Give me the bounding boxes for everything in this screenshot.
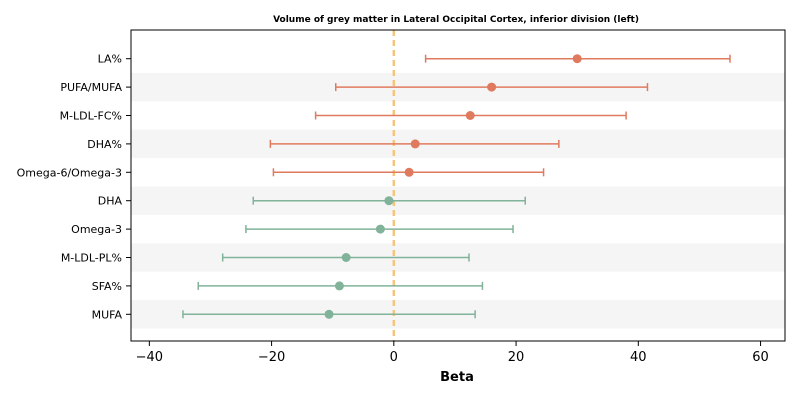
x-tick-label: −40 (136, 350, 163, 365)
x-tick-label: 20 (508, 350, 525, 365)
y-tick-label: DHA% (87, 138, 122, 151)
chart-title: Volume of grey matter in Lateral Occipit… (273, 15, 639, 25)
y-tick-label: MUFA (92, 308, 123, 321)
data-marks (182, 54, 731, 319)
x-axis-label: Beta (440, 370, 474, 385)
x-axis: −40 −20 0 20 40 60 (136, 341, 769, 365)
y-tick-label: Omega-3 (71, 223, 122, 236)
y-tick-label: PUFA/MUFA (60, 81, 122, 94)
plot-frame (130, 29, 786, 342)
estimate-point (384, 196, 394, 206)
estimate-point (334, 281, 344, 291)
x-tick-label: 0 (390, 350, 398, 365)
estimate-2 (314, 111, 627, 120)
x-tick-label: 60 (752, 350, 769, 365)
estimate-point (410, 139, 420, 149)
estimate-4 (272, 167, 545, 177)
y-tick-label: DHA (98, 195, 123, 208)
y-tick-label: LA% (98, 53, 122, 66)
estimate-7 (221, 253, 470, 262)
x-tick-label: −20 (258, 350, 285, 365)
estimate-5 (252, 196, 526, 206)
y-tick-label: SFA% (92, 280, 122, 293)
estimate-9 (182, 309, 476, 319)
estimate-point (324, 309, 334, 319)
estimate-point (404, 167, 414, 177)
estimate-1 (335, 82, 649, 92)
estimate-0 (424, 54, 731, 64)
estimate-8 (197, 281, 484, 291)
estimate-3 (269, 139, 560, 149)
estimate-point (341, 253, 351, 262)
estimate-point (572, 54, 582, 64)
estimate-point (465, 111, 475, 120)
y-tick-label: Omega-6/Omega-3 (17, 166, 122, 179)
x-tick-label: 40 (630, 350, 647, 365)
y-axis: LA% PUFA/MUFA M-LDL-FC% DHA% Omega-6/Omega-3… (17, 53, 131, 321)
y-tick-label: M-LDL-FC% (60, 110, 122, 123)
estimate-point (487, 82, 497, 92)
estimate-6 (245, 224, 514, 234)
estimate-point (375, 224, 385, 234)
y-tick-label: M-LDL-PL% (61, 252, 122, 265)
